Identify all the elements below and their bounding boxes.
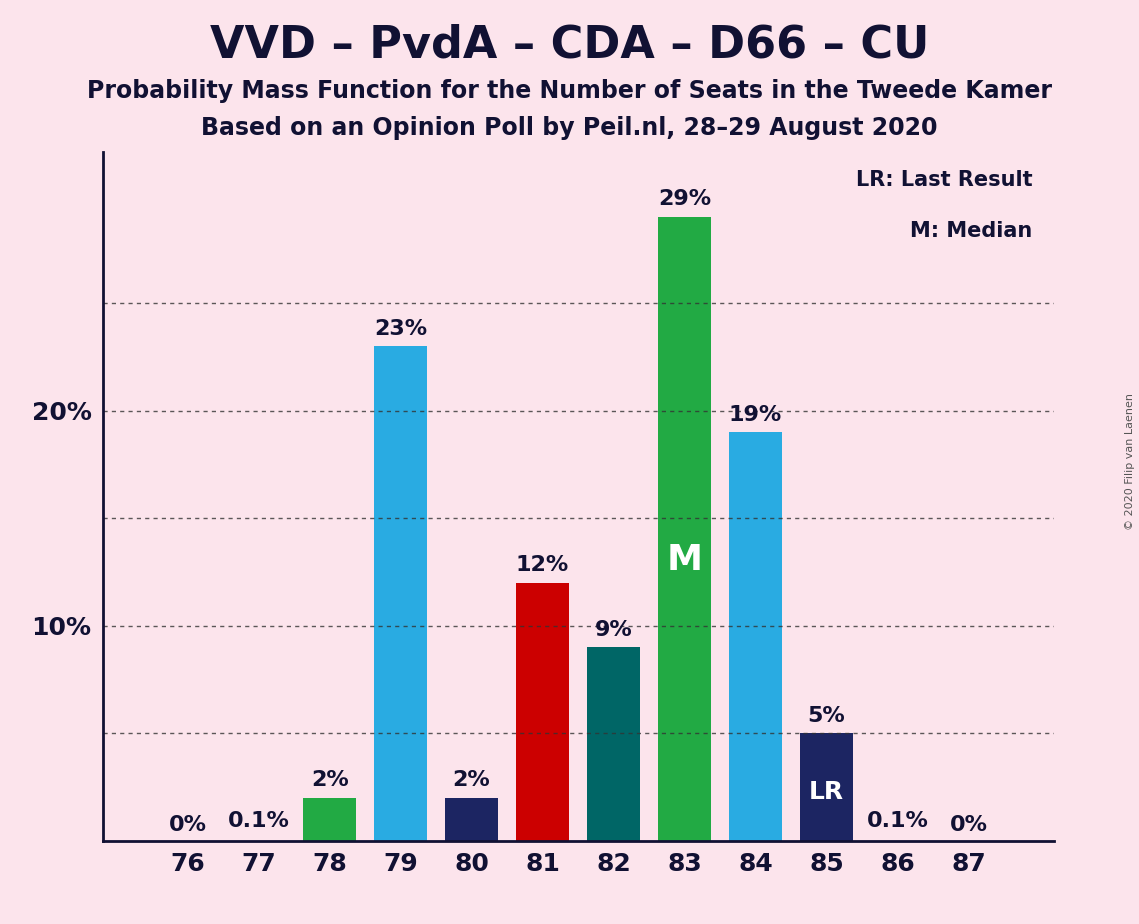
Text: M: M xyxy=(666,543,703,578)
Text: 2%: 2% xyxy=(311,771,349,790)
Bar xyxy=(658,217,711,841)
Text: © 2020 Filip van Laenen: © 2020 Filip van Laenen xyxy=(1125,394,1134,530)
Text: 23%: 23% xyxy=(374,319,427,338)
Bar xyxy=(800,734,853,841)
Bar xyxy=(374,346,427,841)
Text: 2%: 2% xyxy=(452,771,491,790)
Bar xyxy=(587,647,640,841)
Text: M: Median: M: Median xyxy=(910,222,1032,241)
Text: 0.1%: 0.1% xyxy=(228,811,289,832)
Bar xyxy=(871,839,924,841)
Bar xyxy=(516,583,570,841)
Text: LR: Last Result: LR: Last Result xyxy=(855,170,1032,189)
Text: 0%: 0% xyxy=(169,816,206,835)
Text: VVD – PvdA – CDA – D66 – CU: VVD – PvdA – CDA – D66 – CU xyxy=(210,23,929,67)
Text: 9%: 9% xyxy=(595,620,632,639)
Bar xyxy=(232,839,285,841)
Text: 12%: 12% xyxy=(516,555,570,575)
Bar xyxy=(445,797,498,841)
Text: LR: LR xyxy=(809,781,844,805)
Text: 19%: 19% xyxy=(729,405,782,425)
Bar xyxy=(729,432,782,841)
Text: Probability Mass Function for the Number of Seats in the Tweede Kamer: Probability Mass Function for the Number… xyxy=(87,79,1052,103)
Text: 5%: 5% xyxy=(808,706,845,725)
Text: Based on an Opinion Poll by Peil.nl, 28–29 August 2020: Based on an Opinion Poll by Peil.nl, 28–… xyxy=(202,116,937,140)
Text: 0%: 0% xyxy=(950,816,988,835)
Bar xyxy=(303,797,357,841)
Text: 0.1%: 0.1% xyxy=(867,811,928,832)
Text: 29%: 29% xyxy=(658,189,711,210)
